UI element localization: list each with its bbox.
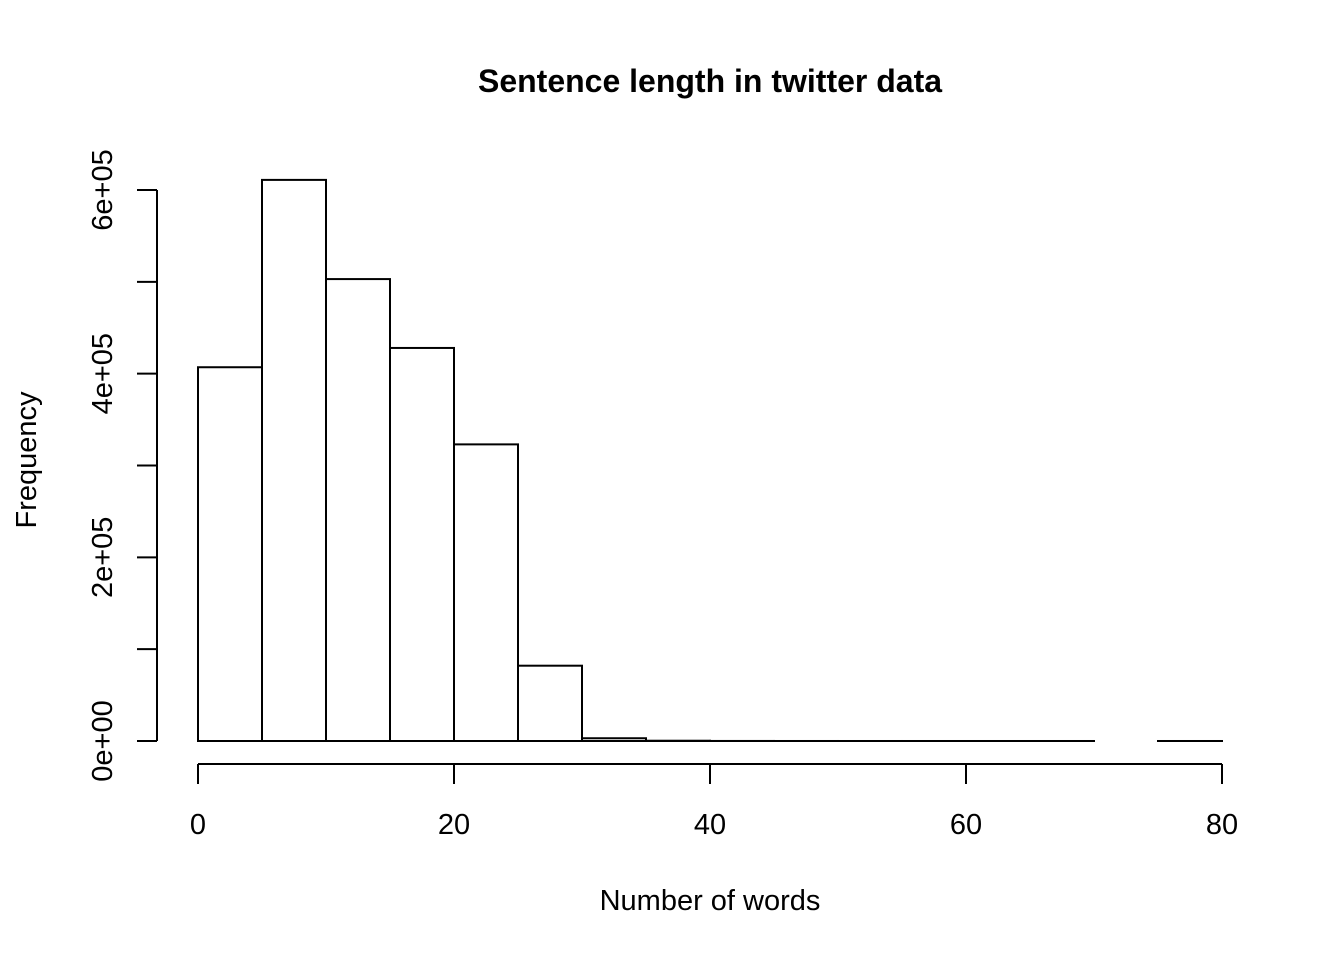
y-tick-label: 2e+05	[87, 517, 119, 598]
x-tick-label: 0	[190, 809, 206, 841]
y-tick-label: 6e+05	[87, 149, 119, 230]
x-axis-label: Number of words	[600, 885, 821, 917]
x-tick-label: 80	[1206, 809, 1238, 841]
y-tick-label: 0e+00	[87, 700, 119, 781]
histogram-bar	[518, 666, 582, 741]
histogram-bar	[326, 279, 390, 741]
histogram-bar	[390, 348, 454, 741]
histogram-bar	[582, 738, 646, 741]
x-tick-label: 40	[694, 809, 726, 841]
x-tick-label: 20	[438, 809, 470, 841]
histogram-bar	[198, 367, 262, 741]
y-axis: 0e+00 2e+05 4e+05 6e+05	[87, 149, 157, 781]
histogram-bar	[262, 180, 326, 741]
y-axis-label: Frequency	[11, 391, 43, 529]
histogram-bar	[454, 444, 518, 741]
x-tick-label: 60	[950, 809, 982, 841]
y-tick-label: 4e+05	[87, 333, 119, 414]
chart-title: Sentence length in twitter data	[478, 63, 942, 99]
bars-group	[198, 180, 1222, 741]
x-axis: 0 20 40 60 80	[190, 764, 1238, 841]
